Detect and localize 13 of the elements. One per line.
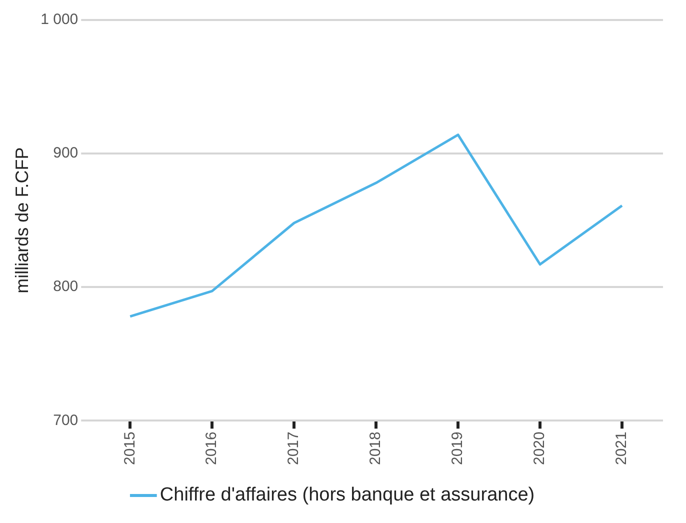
x-tick-label: 2019 [449, 432, 466, 466]
x-tick-label: 2016 [203, 432, 220, 466]
x-tick-label: 2015 [121, 432, 138, 466]
x-tick-label: 2017 [285, 432, 302, 466]
y-tick-label: 1 000 [40, 11, 78, 28]
y-tick-label: 800 [53, 278, 78, 296]
x-tick-label: 2018 [367, 432, 384, 466]
y-tick-label: 700 [53, 412, 78, 429]
y-tick-label: 900 [53, 144, 78, 162]
y-axis-title: milliards de F.CFP [12, 147, 32, 294]
x-tick-label: 2020 [531, 432, 548, 466]
legend-label: Chiffre d'affaires (hors banque et assurance) [160, 484, 535, 506]
x-tick-label: 2021 [613, 432, 630, 466]
